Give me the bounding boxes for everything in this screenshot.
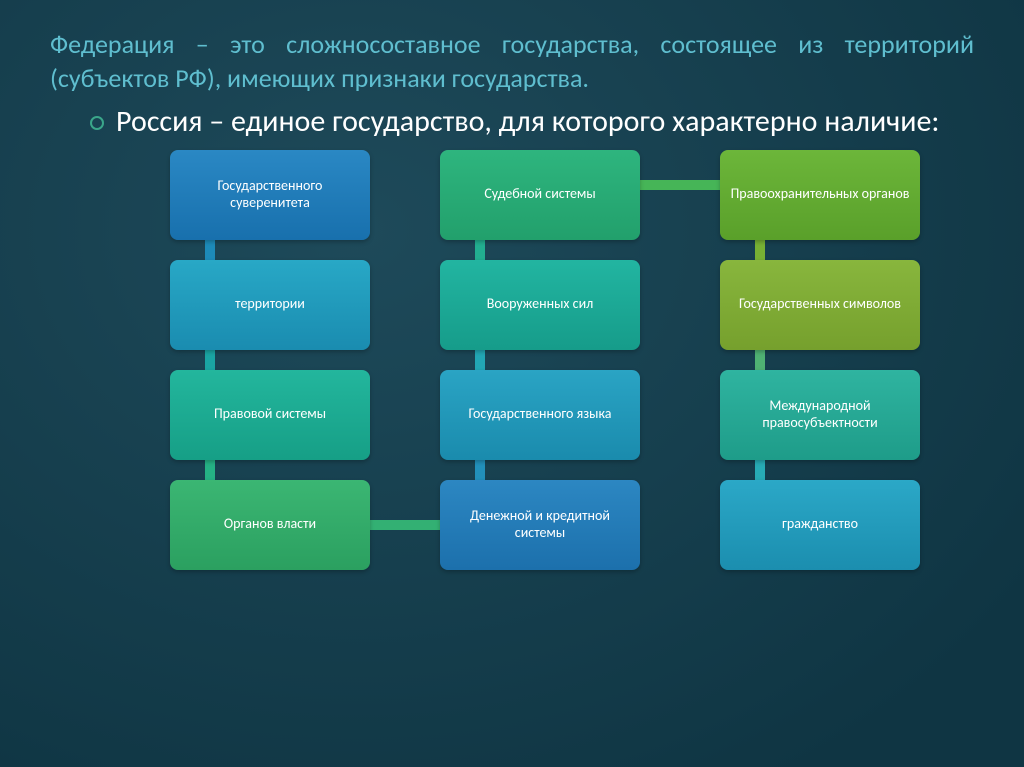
diagram-node: Правоохранительных органов [720, 150, 920, 240]
connector [205, 350, 215, 370]
diagram-node: Судебной системы [440, 150, 640, 240]
diagram-node: Государственных символов [720, 260, 920, 350]
diagram: Государственного суверенитета территории П… [160, 150, 940, 685]
connector [475, 240, 485, 260]
connector [640, 180, 720, 190]
diagram-node: Денежной и кредитной системы [440, 480, 640, 570]
bullet-icon [90, 116, 104, 130]
diagram-node: Правовой системы [170, 370, 370, 460]
connector [205, 240, 215, 260]
connector [370, 520, 440, 530]
connector [755, 460, 765, 480]
connector [475, 460, 485, 480]
diagram-node: Вооруженных сил [440, 260, 640, 350]
connector [755, 350, 765, 370]
connector [475, 350, 485, 370]
connector [205, 460, 215, 480]
diagram-node: территории [170, 260, 370, 350]
subtitle-row: Россия – единое государство, для которог… [50, 104, 974, 140]
slide-subtitle: Россия – единое государство, для которог… [116, 104, 939, 140]
diagram-node: Государственного суверенитета [170, 150, 370, 240]
diagram-node: гражданство [720, 480, 920, 570]
diagram-node: Органов власти [170, 480, 370, 570]
connector [755, 240, 765, 260]
diagram-node: Государственного языка [440, 370, 640, 460]
slide-title: Федерация – это сложносоставное государс… [50, 28, 974, 96]
slide: Федерация – это сложносоставное государс… [0, 0, 1024, 767]
diagram-node: Международной правосубъектности [720, 370, 920, 460]
